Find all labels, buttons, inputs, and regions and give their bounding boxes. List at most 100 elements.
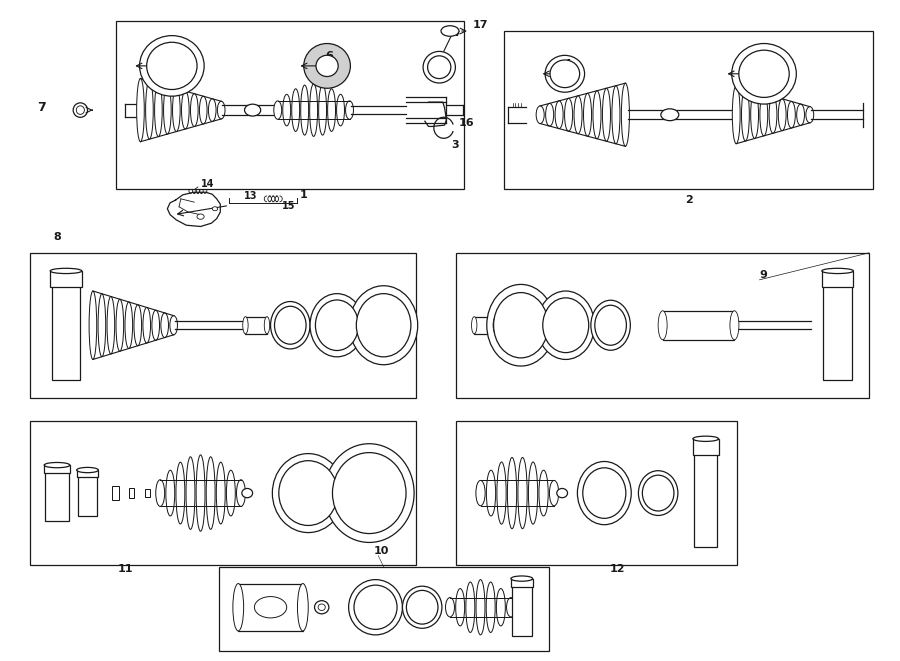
Ellipse shape [76,106,85,114]
Ellipse shape [518,457,527,529]
Ellipse shape [200,97,207,124]
Ellipse shape [274,306,306,344]
Ellipse shape [143,307,150,343]
Ellipse shape [283,95,291,126]
Ellipse shape [301,85,309,135]
Ellipse shape [147,42,197,89]
Ellipse shape [778,98,786,131]
Bar [50,271,82,288]
Ellipse shape [742,89,750,141]
Bar [30,420,416,565]
Ellipse shape [140,36,204,96]
Ellipse shape [337,95,345,126]
Ellipse shape [206,457,215,529]
Ellipse shape [137,79,144,141]
Ellipse shape [693,436,718,442]
Ellipse shape [806,106,814,123]
Ellipse shape [242,488,253,498]
Bar [129,488,134,498]
Ellipse shape [182,91,189,129]
Text: 10: 10 [374,546,389,557]
Ellipse shape [316,56,338,77]
Ellipse shape [265,317,270,334]
Ellipse shape [155,83,162,137]
Bar [238,584,303,631]
Ellipse shape [476,580,485,635]
Ellipse shape [543,298,589,352]
Bar [112,486,119,500]
Ellipse shape [125,302,132,348]
Ellipse shape [116,299,123,351]
Ellipse shape [643,475,674,511]
Ellipse shape [89,291,96,360]
Text: 4: 4 [452,28,460,38]
Ellipse shape [304,44,350,89]
Ellipse shape [511,576,533,581]
Ellipse shape [455,588,464,626]
Ellipse shape [255,597,287,618]
Ellipse shape [346,101,354,119]
Ellipse shape [497,462,506,524]
Ellipse shape [621,83,629,146]
Ellipse shape [423,52,455,83]
Ellipse shape [595,305,626,345]
Ellipse shape [233,584,244,631]
Ellipse shape [173,89,180,132]
Ellipse shape [164,86,171,134]
Ellipse shape [574,96,582,134]
Bar [30,253,416,398]
Bar [76,470,98,477]
Bar [511,578,533,587]
Bar [45,465,68,521]
Bar [694,439,717,547]
Ellipse shape [407,590,438,624]
Ellipse shape [751,91,759,139]
Ellipse shape [486,582,495,633]
Text: 5: 5 [762,59,770,69]
Bar [474,317,496,334]
Ellipse shape [191,94,198,126]
Ellipse shape [348,580,402,635]
Bar [246,317,267,334]
Ellipse shape [324,444,414,543]
Ellipse shape [166,470,175,516]
Text: 2: 2 [685,196,692,206]
Ellipse shape [354,585,397,629]
Ellipse shape [822,268,853,274]
Text: 13: 13 [244,191,257,201]
Text: 14: 14 [201,179,214,189]
Ellipse shape [508,457,517,529]
Ellipse shape [487,284,555,366]
Ellipse shape [196,455,205,531]
Bar [662,311,734,340]
Ellipse shape [209,98,216,122]
Ellipse shape [507,598,516,617]
Ellipse shape [770,97,777,134]
Ellipse shape [402,586,442,629]
Text: 3: 3 [452,139,459,149]
Ellipse shape [760,94,768,136]
Ellipse shape [493,293,548,358]
Ellipse shape [197,214,204,219]
Ellipse shape [493,317,499,334]
Text: 5: 5 [169,52,176,61]
Bar [824,271,852,379]
Ellipse shape [466,582,475,633]
Ellipse shape [732,44,796,104]
Ellipse shape [156,480,165,506]
Bar [116,21,464,189]
Ellipse shape [446,598,454,617]
Bar [146,489,150,497]
Ellipse shape [186,457,195,529]
Bar [456,253,869,398]
Ellipse shape [536,106,544,124]
Ellipse shape [146,81,153,139]
Bar [44,465,70,473]
Ellipse shape [557,488,568,498]
Ellipse shape [107,297,114,354]
Ellipse shape [319,85,327,135]
Ellipse shape [733,86,740,143]
Ellipse shape [658,311,667,340]
Bar [219,566,549,651]
Ellipse shape [98,293,105,357]
